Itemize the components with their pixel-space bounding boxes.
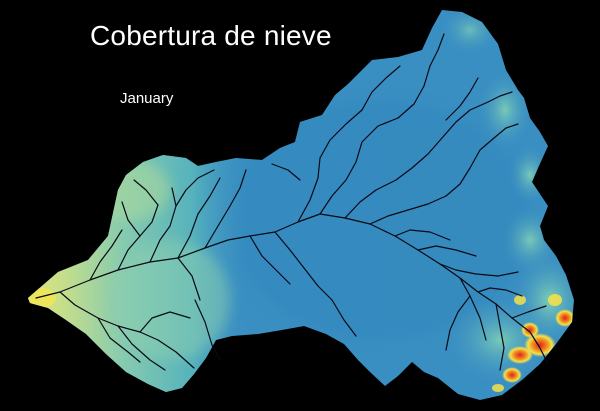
peak-cover-spot	[507, 346, 533, 364]
western-tip-cover	[28, 288, 56, 308]
map-title: Cobertura de nieve	[90, 20, 332, 51]
peak-cover-spot	[524, 333, 556, 357]
peak-cover-spot	[555, 309, 574, 327]
peak-cover-spot	[502, 367, 522, 383]
peak-cover-spot	[521, 322, 539, 338]
river-network	[35, 33, 549, 371]
month-label: January	[120, 90, 174, 107]
